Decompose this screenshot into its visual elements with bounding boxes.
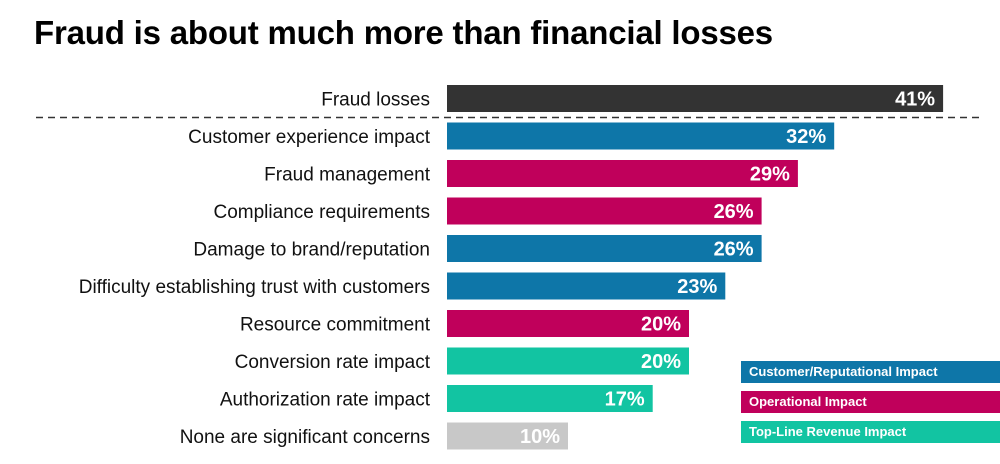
legend-item-operational: Operational Impact bbox=[741, 391, 1000, 413]
category-label: Authorization rate impact bbox=[220, 390, 431, 411]
bar-operational bbox=[447, 310, 689, 337]
bar-revenue bbox=[447, 347, 689, 375]
category-label: Customer experience impact bbox=[188, 127, 431, 148]
bar-customer bbox=[447, 122, 835, 150]
value-label: 17% bbox=[605, 389, 645, 411]
value-label: 26% bbox=[714, 239, 754, 261]
bar-customer bbox=[447, 235, 762, 262]
chart-title: Fraud is about much more than financial … bbox=[34, 14, 773, 51]
bar-operational bbox=[447, 197, 762, 225]
bar-operational bbox=[447, 160, 798, 187]
category-label: Fraud losses bbox=[321, 90, 430, 111]
value-label: 23% bbox=[677, 276, 717, 298]
category-label: Damage to brand/reputation bbox=[193, 240, 430, 261]
value-label: 20% bbox=[641, 351, 681, 373]
value-label: 32% bbox=[786, 126, 826, 148]
category-label: Difficulty establishing trust with custo… bbox=[79, 277, 430, 298]
value-label: 10% bbox=[520, 426, 560, 448]
value-label: 26% bbox=[714, 201, 754, 223]
category-label: None are significant concerns bbox=[180, 427, 430, 448]
category-label: Conversion rate impact bbox=[235, 352, 431, 373]
bar-none bbox=[447, 422, 568, 450]
category-label: Resource commitment bbox=[240, 315, 431, 336]
bar-customer bbox=[447, 272, 726, 300]
category-label: Fraud management bbox=[264, 165, 431, 186]
value-label: 20% bbox=[641, 314, 681, 336]
value-label: 41% bbox=[895, 89, 935, 111]
category-label: Compliance requirements bbox=[214, 202, 431, 223]
value-label: 29% bbox=[750, 164, 790, 186]
bar-fraud-losses bbox=[447, 85, 944, 112]
legend: Customer/Reputational Impact Operational… bbox=[741, 361, 1000, 451]
bar-revenue bbox=[447, 385, 653, 412]
legend-item-customer: Customer/Reputational Impact bbox=[741, 361, 1000, 383]
legend-item-revenue: Top-Line Revenue Impact bbox=[741, 421, 1000, 443]
